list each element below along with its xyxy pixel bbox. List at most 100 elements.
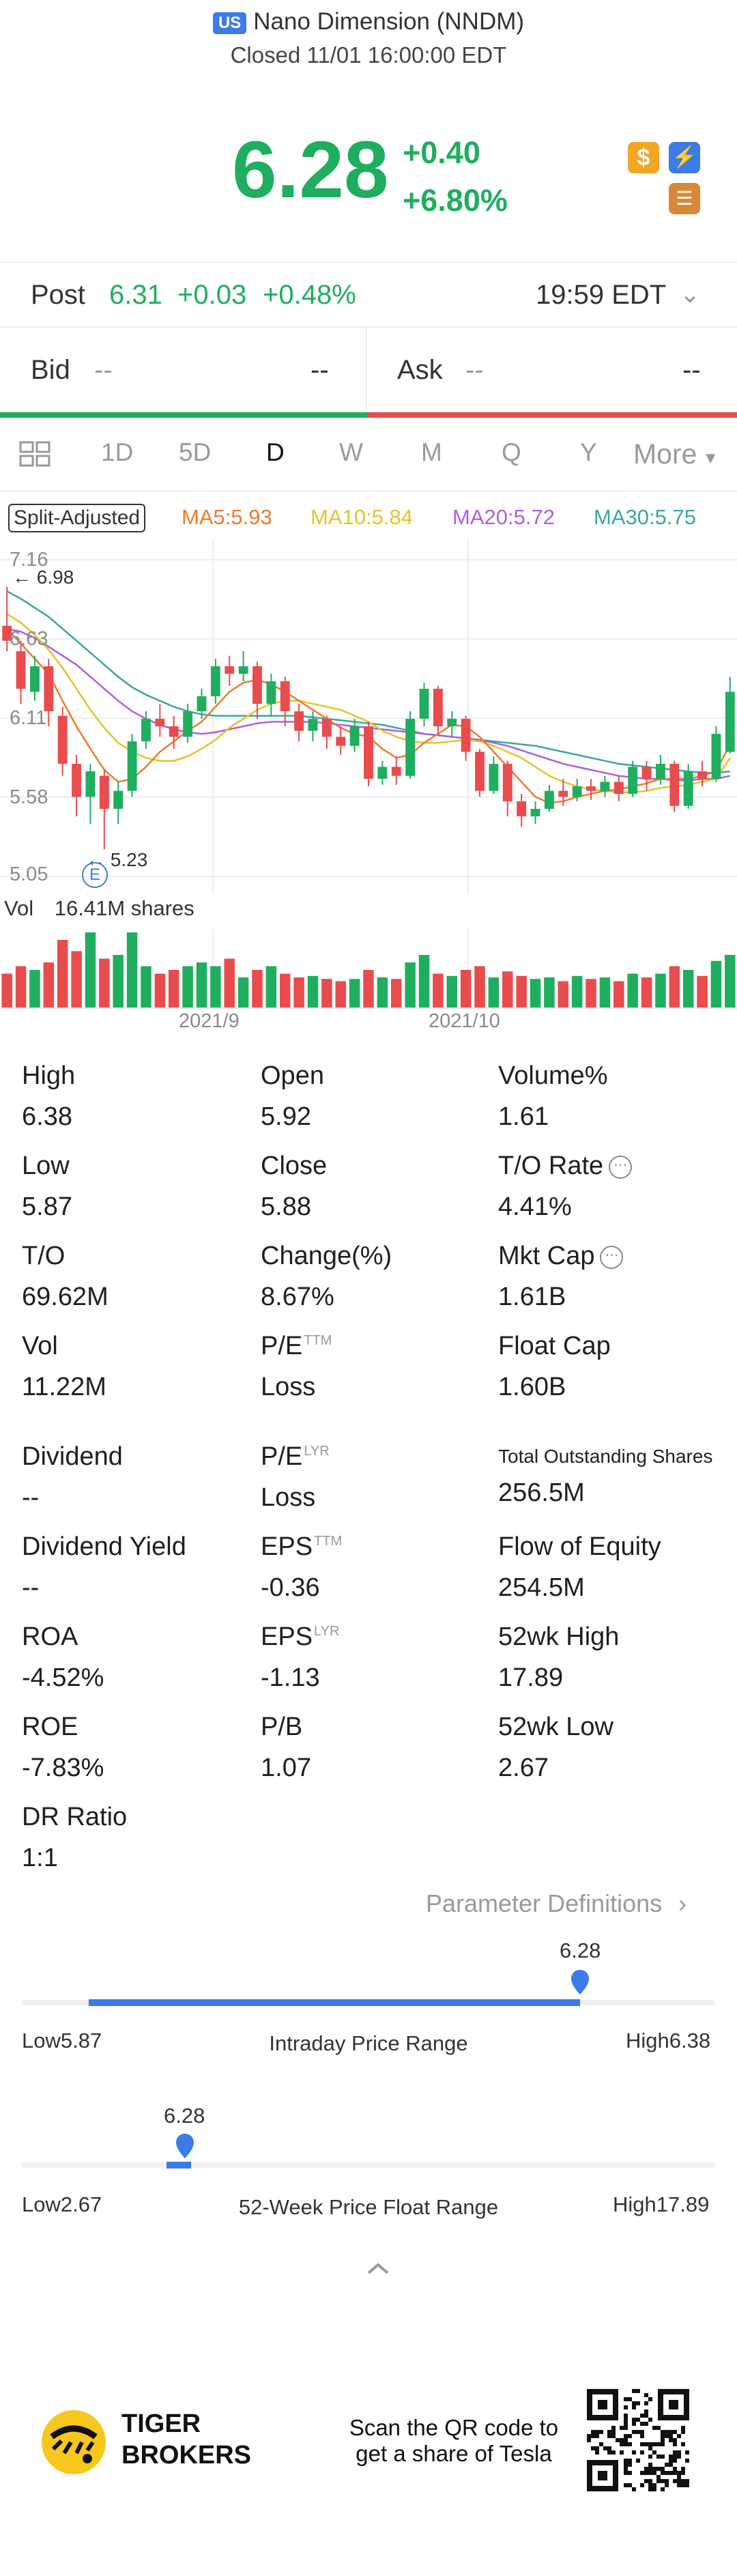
volume-chart bbox=[1, 928, 736, 1007]
volume-bar bbox=[682, 970, 694, 1007]
volume-bar bbox=[627, 973, 638, 1007]
stack-icon[interactable]: ☰ bbox=[669, 183, 700, 214]
volume-bar bbox=[433, 973, 444, 1007]
stat-label: T/O bbox=[22, 1242, 66, 1270]
stat-value: -- bbox=[22, 1573, 40, 1602]
volume-bar bbox=[29, 970, 40, 1007]
price-chart[interactable] bbox=[0, 539, 737, 894]
ma5-label: MA5:5.93 bbox=[182, 505, 272, 529]
candle bbox=[252, 661, 262, 719]
ma30-label: MA30:5.75 bbox=[594, 505, 696, 529]
qr-code[interactable] bbox=[587, 2389, 689, 2491]
lightning-icon[interactable]: ⚡ bbox=[669, 142, 700, 173]
candle-body bbox=[99, 775, 109, 810]
volume-bar bbox=[474, 966, 485, 1007]
volume-bar bbox=[502, 971, 513, 1007]
candle-body bbox=[377, 767, 388, 779]
y-tick: 6.11 bbox=[10, 707, 47, 729]
volume-axis bbox=[0, 1007, 737, 1009]
ma10-label: MA10:5.84 bbox=[310, 505, 413, 529]
stat-value: 1.61B bbox=[498, 1283, 566, 1311]
intraday-high: High6.38 bbox=[626, 2029, 710, 2053]
volume-bar bbox=[391, 979, 402, 1007]
candle-body bbox=[669, 764, 680, 806]
candle bbox=[183, 704, 193, 743]
volume-bar bbox=[321, 979, 332, 1007]
tab-q[interactable]: Q bbox=[502, 438, 521, 466]
chevron-up-icon[interactable] bbox=[364, 2261, 392, 2277]
candle bbox=[628, 760, 638, 797]
stat-value: 1.61 bbox=[498, 1102, 549, 1131]
candle-body bbox=[489, 764, 499, 791]
candle bbox=[697, 760, 707, 787]
info-icon[interactable]: ⋯ bbox=[600, 1245, 624, 1269]
candle bbox=[558, 779, 568, 806]
candle bbox=[711, 726, 721, 782]
info-icon[interactable]: ⋯ bbox=[609, 1155, 633, 1179]
volume-bar bbox=[710, 960, 722, 1007]
split-adjusted-badge[interactable]: Split-Adjusted bbox=[8, 504, 146, 532]
volume-bar bbox=[377, 977, 388, 1007]
volume-bar bbox=[655, 973, 666, 1007]
intraday-low: Low5.87 bbox=[22, 2029, 102, 2053]
parameter-definitions-label: Parameter Definitions bbox=[426, 1889, 663, 1917]
volume-bar bbox=[613, 981, 624, 1007]
intraday-high-label: High bbox=[626, 2029, 669, 2052]
stat-label: 52wk Low bbox=[498, 1713, 613, 1741]
parameter-definitions-link[interactable]: Parameter Definitions › bbox=[426, 1889, 687, 1918]
candle-body bbox=[85, 771, 96, 797]
candle bbox=[489, 756, 499, 795]
tab-5d[interactable]: 5D bbox=[179, 438, 212, 466]
candle-body bbox=[127, 741, 137, 791]
chevron-down-icon[interactable]: ⌄ bbox=[680, 280, 701, 308]
price-change-pct: +6.80% bbox=[403, 183, 508, 218]
volume-bar bbox=[363, 970, 374, 1007]
volume-bar bbox=[126, 932, 138, 1007]
more-button[interactable]: More ▼ bbox=[633, 438, 719, 470]
tab-m[interactable]: M bbox=[421, 438, 442, 466]
candle bbox=[433, 685, 443, 734]
stat-label: Flow of Equity bbox=[498, 1532, 661, 1561]
candle bbox=[72, 754, 82, 817]
stat-sup: TTM bbox=[304, 1333, 332, 1349]
volume-bar bbox=[418, 955, 430, 1007]
volume-bar bbox=[43, 962, 55, 1007]
stat-value: -7.83% bbox=[22, 1754, 104, 1782]
stat-value: 8.67% bbox=[261, 1283, 334, 1311]
stat-value: 5.87 bbox=[22, 1192, 72, 1221]
stat-label: Open bbox=[261, 1061, 324, 1090]
current-price: 6.28 bbox=[232, 125, 389, 215]
y-tick: 6.63 bbox=[10, 628, 48, 650]
volume-bar bbox=[488, 977, 500, 1007]
stat-label-row: EPS LYR bbox=[261, 1622, 339, 1652]
candle-body bbox=[433, 689, 443, 727]
stat-sup: TTM bbox=[314, 1534, 343, 1549]
volume-bar bbox=[210, 966, 221, 1007]
volume-bar bbox=[141, 966, 151, 1007]
candle bbox=[725, 676, 735, 754]
candle bbox=[280, 676, 290, 727]
header-title-row: US Nano Dimension (NNDM) bbox=[0, 8, 737, 35]
candle bbox=[447, 711, 457, 737]
grid-icon[interactable] bbox=[19, 441, 52, 468]
candle-body bbox=[641, 767, 652, 779]
x-label: 2021/9 bbox=[179, 1010, 240, 1032]
tab-1d[interactable]: 1D bbox=[101, 438, 134, 466]
volume-bar bbox=[1, 973, 12, 1007]
dollar-icon[interactable]: $ bbox=[628, 142, 659, 173]
volume-bar bbox=[237, 977, 249, 1007]
stat-value: 11.22M bbox=[22, 1373, 106, 1401]
volume-bar bbox=[697, 975, 708, 1007]
earnings-event-icon[interactable]: E bbox=[82, 862, 108, 888]
candle-body bbox=[2, 625, 12, 641]
stat-value: -0.36 bbox=[261, 1573, 320, 1602]
candle-body bbox=[155, 719, 165, 727]
candle-body bbox=[183, 711, 193, 737]
candle bbox=[572, 779, 582, 802]
week52-high: High17.89 bbox=[613, 2192, 709, 2217]
tab-w[interactable]: W bbox=[339, 438, 363, 466]
tab-y[interactable]: Y bbox=[580, 438, 597, 466]
candle-body bbox=[57, 715, 68, 764]
volume-bar bbox=[293, 977, 304, 1007]
tab-d[interactable]: D bbox=[266, 438, 285, 466]
